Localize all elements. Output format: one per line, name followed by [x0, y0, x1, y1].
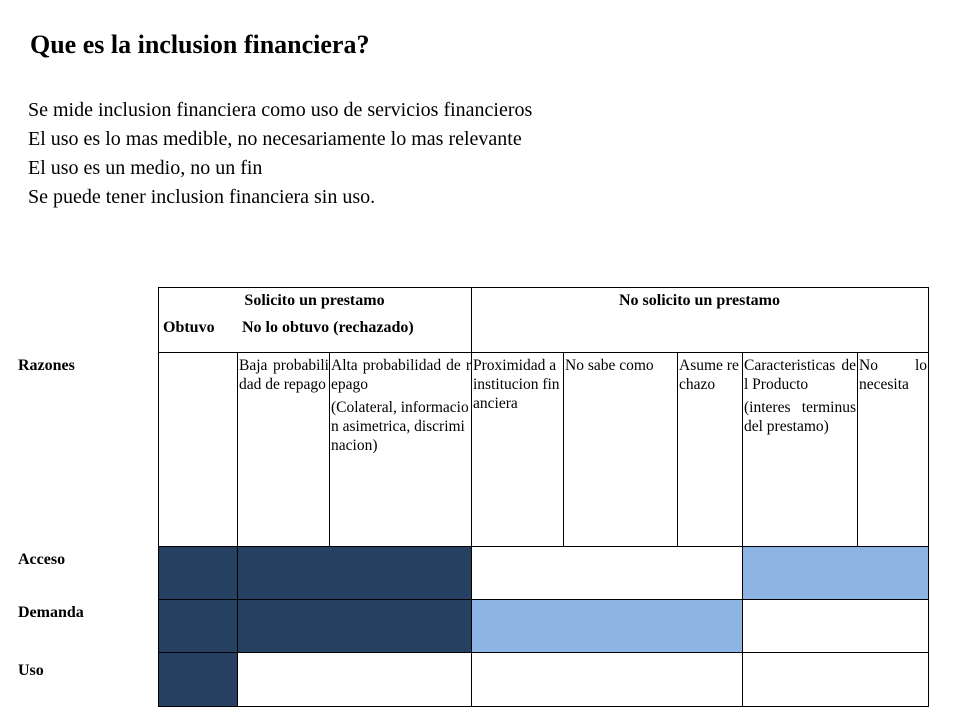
reason-no-necesita: No lo necesita	[859, 356, 927, 394]
bullet-item: El uso es lo mas medible, no necesariame…	[28, 128, 522, 150]
row-label-demanda: Demanda	[18, 604, 84, 621]
bullet-list: Se mide inclusion financiera como uso de…	[28, 96, 532, 212]
col-divider	[329, 352, 330, 546]
reason-no-sabe: No sabe como	[565, 356, 677, 375]
table-border-right	[928, 287, 929, 707]
cell-uso-obtuvo	[158, 652, 237, 706]
cell-demanda-rechazado	[237, 599, 471, 652]
reason-alta-probabilidad: Alta probabilidad de repago (Colateral, …	[331, 356, 471, 455]
reason-detail: (interes terminus del prestamo)	[744, 399, 856, 435]
slide-title: Que es la inclusion financiera?	[30, 30, 370, 59]
bullet-item: El uso es un medio, no un fin	[28, 157, 263, 179]
table-border-left	[158, 287, 159, 707]
cell-demanda-proximidad	[471, 599, 742, 652]
header-no-solicito: No solicito un prestamo	[618, 292, 781, 309]
cell-acceso-caracteristicas	[742, 546, 928, 599]
reason-text: Asume rechazo	[679, 357, 739, 393]
bullet-item: Se mide inclusion financiera como uso de…	[28, 99, 533, 121]
reason-asume-rechazo: Asume rechazo	[679, 356, 742, 394]
col-divider	[857, 352, 858, 546]
reason-text: Caracteristicas del Producto	[744, 357, 856, 393]
header-solicito: Solicito un prestamo	[244, 292, 385, 309]
table-row-divider	[158, 546, 929, 547]
reason-baja-probabilidad: Baja probabilidad de repago	[239, 356, 329, 394]
header-obtuvo: Obtuvo	[163, 319, 215, 336]
reason-text: Alta probabilidad de repago	[331, 357, 471, 393]
col-divider	[471, 287, 472, 707]
reason-text: Baja probabilidad de repago	[239, 357, 329, 393]
col-divider	[563, 352, 564, 546]
col-divider	[237, 352, 238, 707]
table-row-divider	[158, 652, 929, 653]
cell-acceso-rechazado	[237, 546, 471, 599]
bullet-item: Se puede tener inclusion financiera sin …	[28, 186, 376, 208]
reason-text: No sabe como	[565, 357, 654, 374]
reason-caracteristicas: Caracteristicas del Producto (interes te…	[744, 356, 856, 436]
reason-proximidad: Proximidad a institucion financiera	[473, 356, 563, 413]
table-border-bottom	[158, 706, 929, 707]
cell-demanda-obtuvo	[158, 599, 237, 652]
row-label-uso: Uso	[18, 662, 44, 679]
reason-text: Proximidad a institucion financiera	[473, 357, 560, 412]
cell-acceso-obtuvo	[158, 546, 237, 599]
table-border-top	[158, 287, 929, 288]
table-header-divider	[158, 352, 929, 353]
table-row-divider	[158, 599, 929, 600]
col-divider	[742, 352, 743, 707]
reason-text: No lo necesita	[859, 357, 927, 393]
header-no-obtuvo: No lo obtuvo (rechazado)	[242, 319, 414, 336]
row-label-acceso: Acceso	[18, 551, 66, 568]
row-label-razones: Razones	[18, 357, 75, 374]
col-divider	[677, 352, 678, 546]
reason-detail: (Colateral, informacion asimetrica, disc…	[331, 399, 469, 454]
